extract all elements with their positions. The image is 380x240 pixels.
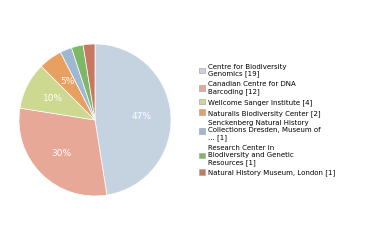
Text: 47%: 47% (132, 112, 152, 121)
Wedge shape (83, 44, 95, 120)
Legend: Centre for Biodiversity
Genomics [19], Canadian Centre for DNA
Barcoding [12], W: Centre for Biodiversity Genomics [19], C… (197, 62, 336, 178)
Text: 5%: 5% (60, 77, 74, 86)
Wedge shape (60, 48, 95, 120)
Text: 30%: 30% (52, 149, 72, 158)
Wedge shape (71, 45, 95, 120)
Wedge shape (20, 66, 95, 120)
Text: 10%: 10% (43, 94, 63, 103)
Wedge shape (19, 108, 107, 196)
Wedge shape (41, 52, 95, 120)
Wedge shape (95, 44, 171, 195)
